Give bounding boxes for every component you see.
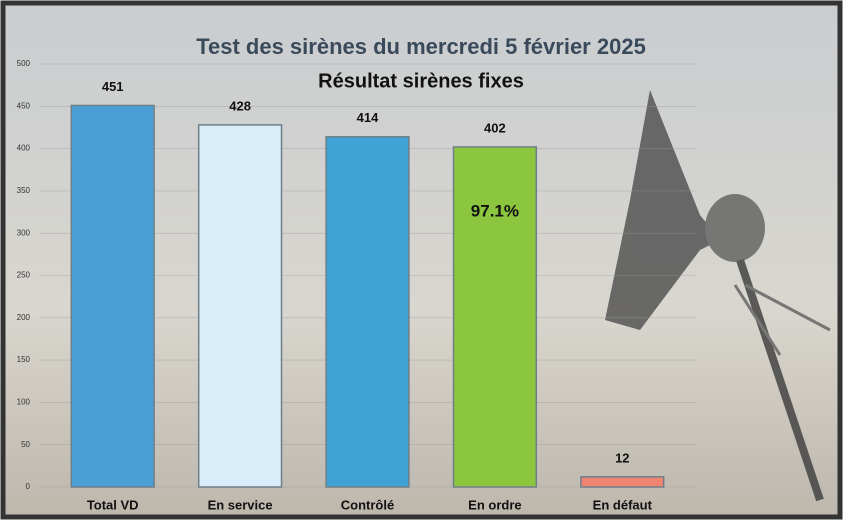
data-label: 402 [484,120,506,135]
annotation: 97.1% [471,201,519,220]
y-tick-label: 500 [17,59,31,68]
page: Test des sirènes du mercredi 5 février 2… [0,0,843,520]
chart-subtitle: Résultat sirènes fixes [318,70,524,92]
y-tick-label: 450 [17,101,31,110]
bar [326,137,409,487]
bar [199,125,282,487]
y-tick-label: 0 [26,482,31,491]
y-tick-label: 200 [17,313,31,322]
y-tick-label: 350 [17,186,31,195]
x-tick-label: En service [208,497,273,512]
bar [581,477,664,487]
data-label: 428 [229,98,251,113]
x-tick-label: Contrôlé [341,497,394,512]
y-tick-label: 250 [17,271,31,280]
y-tick-label: 300 [17,228,31,237]
x-tick-label: En défaut [593,497,653,512]
data-label: 414 [357,110,379,125]
x-tick-label: En ordre [468,497,521,512]
y-tick-label: 100 [17,398,31,407]
chart-title: Test des sirènes du mercredi 5 février 2… [196,34,646,59]
y-tick-label: 400 [17,144,31,153]
x-tick-label: Total VD [87,497,139,512]
y-tick-label: 150 [17,355,31,364]
data-label: 12 [615,450,629,465]
bar [453,147,536,487]
chart: Test des sirènes du mercredi 5 février 2… [0,0,843,520]
data-label: 451 [102,79,124,94]
bar [71,105,154,487]
y-tick-label: 50 [21,440,30,449]
